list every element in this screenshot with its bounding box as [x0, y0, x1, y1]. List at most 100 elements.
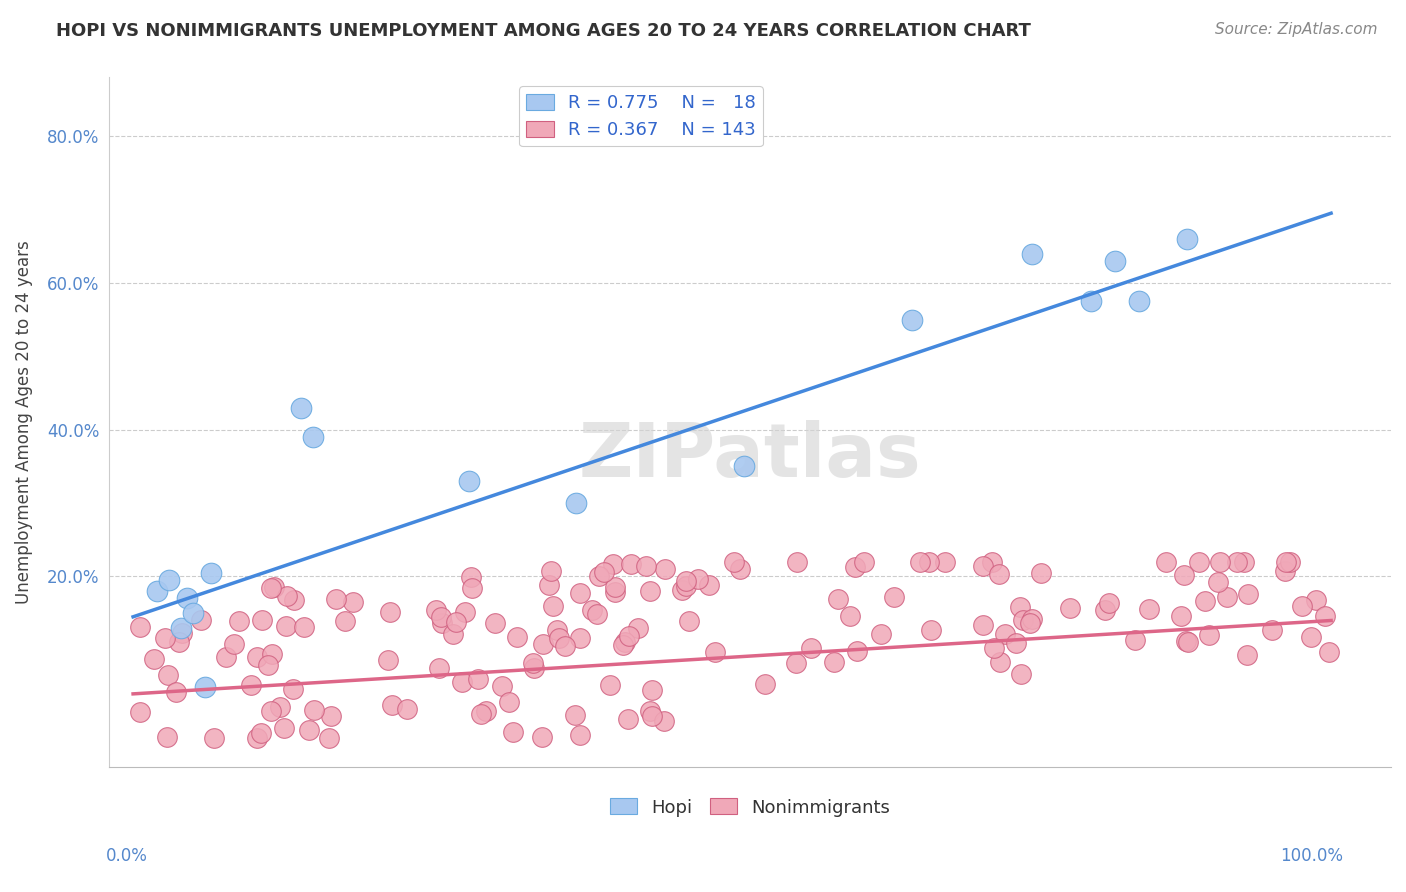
Point — [441, 627, 464, 641]
Point — [181, 606, 204, 620]
Point — [588, 568, 610, 582]
Point — [302, 703, 325, 717]
Point — [262, 647, 284, 661]
Point — [547, 624, 569, 638]
Point — [541, 599, 564, 613]
Point — [1123, 633, 1146, 648]
Point — [274, 619, 297, 633]
Point — [1209, 555, 1232, 569]
Point — [259, 704, 281, 718]
Point — [1021, 246, 1043, 260]
Point — [605, 585, 627, 599]
Point — [190, 614, 212, 628]
Point — [153, 631, 176, 645]
Point — [844, 559, 866, 574]
Point — [547, 631, 569, 645]
Point — [704, 644, 727, 658]
Point — [638, 583, 661, 598]
Point — [988, 567, 1011, 582]
Point — [381, 698, 404, 713]
Point — [686, 572, 709, 586]
Text: 100.0%: 100.0% — [1279, 847, 1343, 864]
Point — [638, 704, 661, 718]
Point — [167, 634, 190, 648]
Point — [1274, 555, 1296, 569]
Point — [1208, 574, 1230, 589]
Point — [981, 555, 1004, 569]
Point — [908, 555, 931, 569]
Point — [250, 613, 273, 627]
Point — [128, 619, 150, 633]
Point — [540, 565, 562, 579]
Point — [484, 615, 506, 630]
Point — [156, 668, 179, 682]
Point — [1299, 630, 1322, 644]
Point — [301, 430, 323, 444]
Point — [983, 641, 1005, 656]
Point — [723, 555, 745, 569]
Point — [678, 614, 700, 628]
Point — [870, 627, 893, 641]
Point — [565, 496, 588, 510]
Point — [675, 579, 697, 593]
Point — [522, 657, 544, 671]
Point — [1128, 294, 1150, 309]
Point — [460, 570, 482, 584]
Point — [1154, 555, 1177, 569]
Point — [1216, 590, 1239, 604]
Point — [1018, 615, 1040, 630]
Point — [290, 401, 312, 415]
Point — [605, 580, 627, 594]
Point — [1029, 566, 1052, 580]
Point — [170, 621, 193, 635]
Point — [395, 702, 418, 716]
Point — [498, 695, 520, 709]
Point — [537, 577, 560, 591]
Point — [157, 573, 180, 587]
Point — [675, 574, 697, 588]
Point — [1236, 587, 1258, 601]
Point — [972, 558, 994, 573]
Point — [846, 644, 869, 658]
Point — [318, 731, 340, 745]
Point — [1170, 609, 1192, 624]
Point — [156, 730, 179, 744]
Point — [612, 638, 634, 652]
Point — [900, 312, 922, 326]
Point — [641, 682, 664, 697]
Point — [593, 565, 616, 579]
Point — [754, 677, 776, 691]
Legend: Hopi, Nonimmigrants: Hopi, Nonimmigrants — [602, 791, 898, 824]
Point — [1080, 294, 1102, 309]
Point — [1175, 634, 1198, 648]
Point — [1021, 612, 1043, 626]
Point — [1198, 627, 1220, 641]
Point — [1305, 592, 1327, 607]
Point — [298, 723, 321, 738]
Point — [697, 577, 720, 591]
Point — [1011, 614, 1033, 628]
Point — [246, 731, 269, 745]
Point — [506, 630, 529, 644]
Point — [972, 617, 994, 632]
Point — [620, 558, 643, 572]
Point — [491, 680, 513, 694]
Point — [128, 705, 150, 719]
Point — [425, 603, 447, 617]
Point — [170, 626, 193, 640]
Point — [581, 603, 603, 617]
Point — [202, 731, 225, 745]
Point — [246, 649, 269, 664]
Point — [786, 555, 808, 569]
Point — [454, 605, 477, 619]
Point — [283, 593, 305, 607]
Point — [585, 607, 607, 622]
Point — [883, 591, 905, 605]
Point — [994, 627, 1017, 641]
Point — [377, 653, 399, 667]
Point — [1094, 603, 1116, 617]
Point — [200, 566, 222, 580]
Point — [554, 639, 576, 653]
Point — [1315, 608, 1337, 623]
Point — [1261, 624, 1284, 638]
